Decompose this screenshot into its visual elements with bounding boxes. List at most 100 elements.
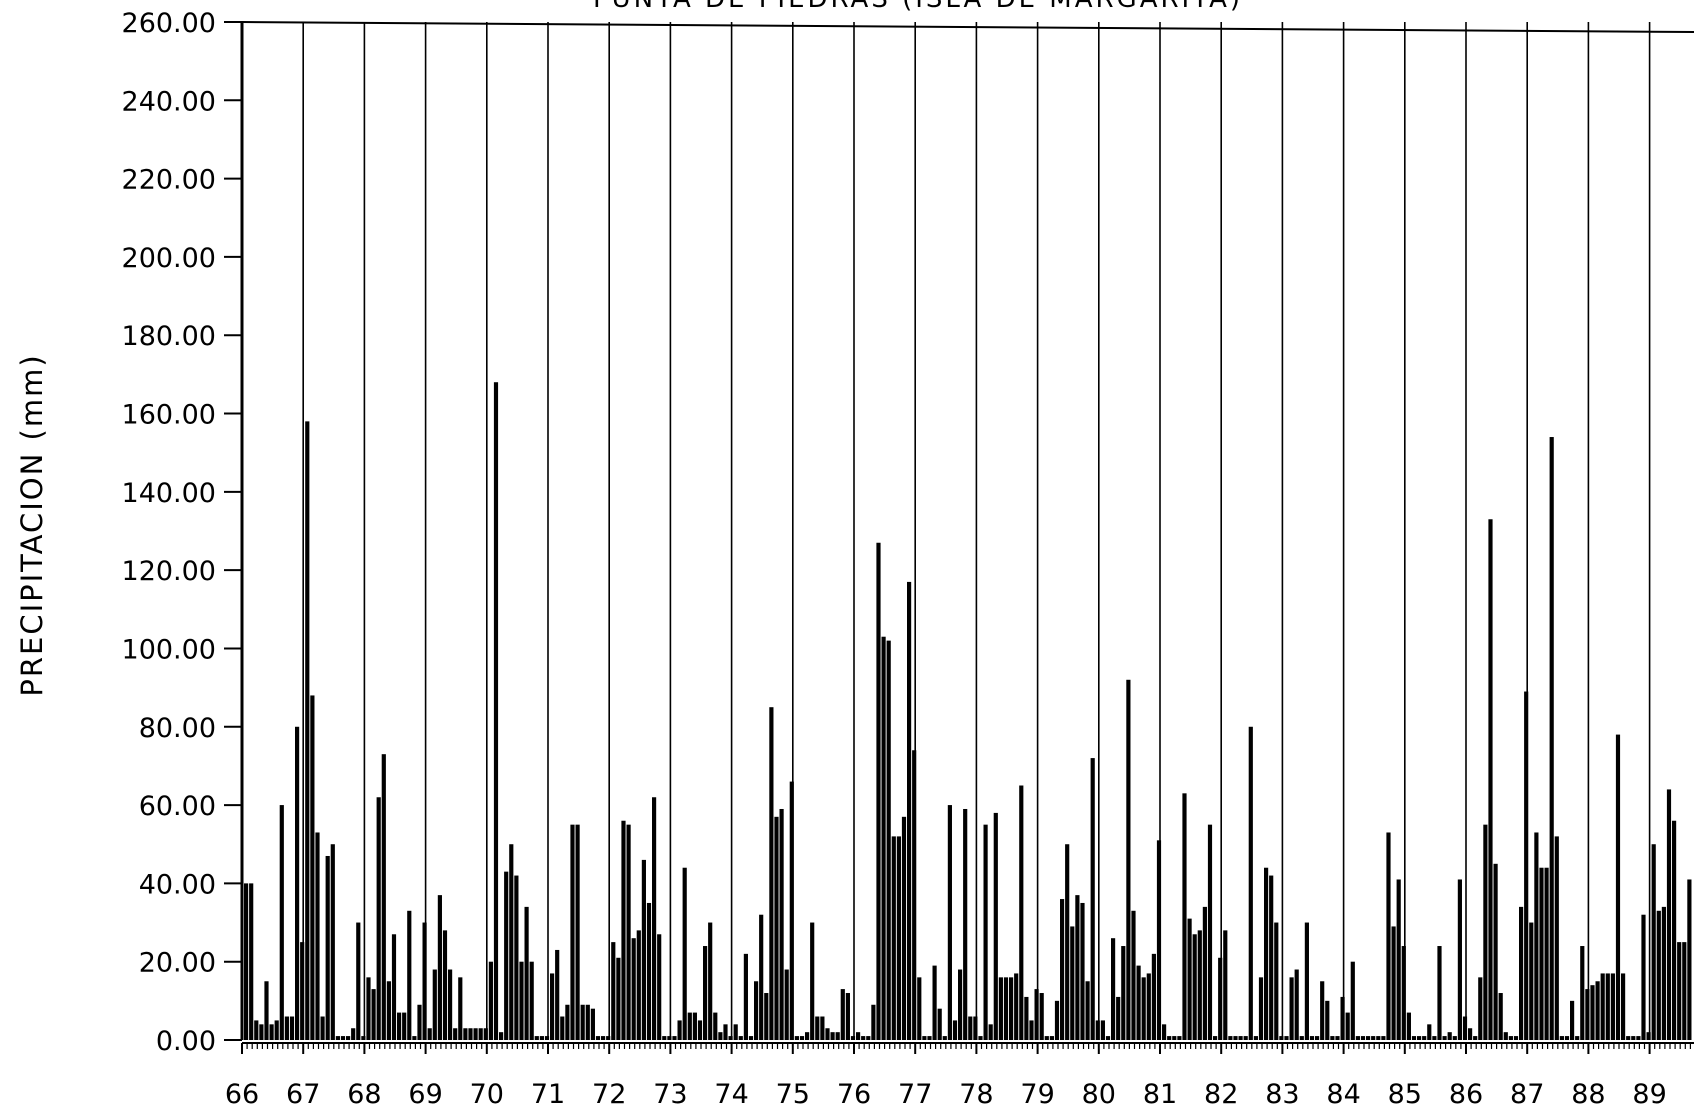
precipitation-bar: [417, 1004, 422, 1040]
precipitation-bar: [810, 922, 815, 1040]
y-tick-label: 60.00: [139, 791, 216, 822]
precipitation-bar: [468, 1028, 473, 1040]
precipitation-bar: [687, 1012, 692, 1040]
precipitation-bar: [794, 1036, 799, 1040]
precipitation-bar: [901, 816, 907, 1040]
y-tick-label: 160.00: [122, 400, 216, 431]
precipitation-bar: [1024, 996, 1029, 1040]
precipitation-bar: [743, 953, 748, 1040]
precipitation-bar: [927, 1036, 932, 1040]
precipitation-bar: [759, 914, 764, 1040]
precipitation-bar: [1243, 1036, 1248, 1040]
precipitation-bar: [764, 993, 769, 1040]
grid-lines: [240, 22, 1651, 1040]
precipitation-bar: [351, 1028, 356, 1040]
precipitation-bar: [330, 844, 335, 1040]
precipitation-bar: [917, 977, 922, 1040]
axes: [241, 21, 1694, 1044]
precipitation-bar: [1615, 734, 1621, 1040]
precipitation-bar: [1493, 863, 1498, 1040]
precipitation-bar: [1238, 1036, 1243, 1040]
precipitation-bar: [310, 695, 315, 1040]
x-tick-label: 73: [653, 1079, 687, 1110]
precipitation-bar: [626, 824, 631, 1040]
precipitation-bar: [1284, 1036, 1289, 1040]
y-tick-label: 80.00: [139, 713, 216, 744]
precipitation-bar: [1636, 1036, 1641, 1040]
precipitation-bar: [483, 1028, 488, 1040]
y-tick-label: 0.00: [156, 1026, 216, 1057]
precipitation-bar: [1488, 519, 1493, 1040]
precipitation-bar: [1462, 1016, 1468, 1040]
precipitation-bar: [1325, 1000, 1330, 1040]
precipitation-bar: [886, 640, 891, 1040]
precipitation-bar: [713, 1012, 718, 1040]
precipitation-bar: [539, 1036, 544, 1040]
x-tick-label: 81: [1143, 1079, 1177, 1110]
precipitation-bar: [1406, 1012, 1411, 1040]
precipitation-bar: [1070, 926, 1075, 1040]
precipitation-bar: [453, 1028, 458, 1040]
precipitation-bar: [1085, 981, 1090, 1040]
precipitation-bar: [1366, 1036, 1371, 1040]
precipitation-bar: [1595, 981, 1600, 1040]
precipitation-bar: [1060, 899, 1065, 1040]
precipitation-bar: [891, 836, 896, 1040]
x-tick-label: 74: [714, 1079, 748, 1110]
precipitation-bar: [402, 1012, 407, 1040]
x-tick-label: 86: [1449, 1079, 1483, 1110]
precipitation-bar: [1590, 985, 1595, 1040]
precipitation-bar: [799, 1036, 805, 1040]
precipitation-bar: [371, 989, 376, 1040]
precipitation-bar: [1534, 832, 1539, 1040]
precipitation-bar: [575, 824, 580, 1040]
precipitation-bar: [560, 1016, 565, 1040]
precipitation-bar: [728, 1036, 733, 1040]
x-tick-label: 82: [1204, 1079, 1238, 1110]
precipitation-bar: [1304, 922, 1309, 1040]
precipitation-bar: [881, 636, 886, 1040]
precipitation-bar: [1585, 989, 1590, 1040]
precipitation-bar: [815, 1016, 820, 1040]
precipitation-bar: [723, 1024, 728, 1040]
y-tick-label: 20.00: [139, 948, 216, 979]
precipitation-bar: [774, 816, 779, 1040]
precipitation-bar: [978, 1036, 983, 1040]
precipitation-bar: [249, 883, 254, 1040]
precipitation-bar: [550, 973, 555, 1040]
precipitation-bar: [1039, 993, 1044, 1040]
y-tick-label: 240.00: [122, 86, 216, 117]
precipitation-bar: [718, 1032, 723, 1040]
precipitation-bar: [1442, 1036, 1447, 1040]
precipitation-bar: [907, 581, 912, 1040]
precipitation-bar: [1264, 867, 1269, 1040]
precipitation-bar: [947, 805, 952, 1040]
precipitation-bar: [1218, 957, 1223, 1040]
precipitation-bar: [437, 895, 442, 1040]
y-tick-label: 200.00: [122, 243, 216, 274]
precipitation-bar: [1483, 824, 1488, 1040]
precipitation-bar: [544, 1036, 550, 1040]
precipitation-bar: [585, 1004, 590, 1040]
precipitation-bar: [514, 875, 519, 1040]
precipitation-bar: [1116, 996, 1121, 1040]
precipitation-bar: [1345, 1012, 1350, 1040]
precipitation-bar: [366, 977, 371, 1040]
precipitation-bar: [1330, 1036, 1335, 1040]
precipitation-bar: [703, 946, 708, 1040]
precipitation-bar: [1371, 1036, 1376, 1040]
precipitation-bar: [769, 707, 774, 1040]
precipitation-bar: [1151, 953, 1156, 1040]
plot-top-border: [241, 21, 1694, 33]
precipitation-bar: [295, 726, 300, 1040]
precipitation-bar: [555, 949, 560, 1040]
precipitation-bar: [1111, 938, 1116, 1040]
precipitation-bar: [1274, 922, 1279, 1040]
precipitation-bar: [606, 1036, 611, 1040]
precipitation-bar: [305, 421, 310, 1040]
x-tick-label: 72: [592, 1079, 626, 1110]
y-tick-label: 40.00: [139, 869, 216, 900]
precipitation-bar: [289, 1016, 295, 1040]
precipitation-bar: [1141, 977, 1146, 1040]
precipitation-bar: [1621, 973, 1626, 1040]
